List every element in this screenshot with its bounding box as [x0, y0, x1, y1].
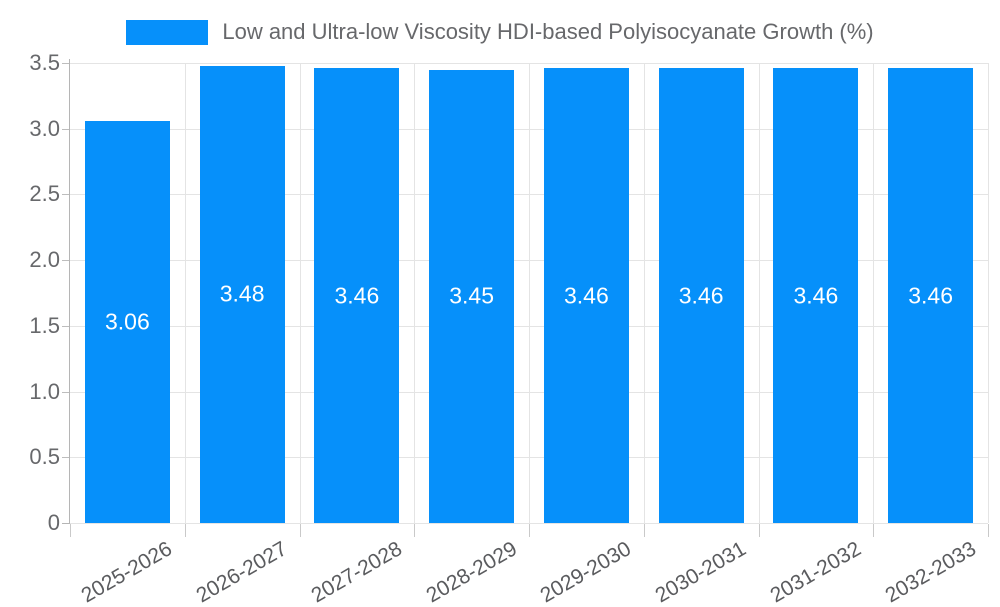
x-axis-tick-mark — [988, 524, 989, 537]
y-axis-tick-label: 3.5 — [29, 50, 60, 75]
bar-value-label: 3.45 — [449, 282, 494, 309]
bar[interactable]: 3.45 — [429, 69, 515, 523]
bar[interactable]: 3.46 — [543, 68, 629, 523]
bar[interactable]: 3.46 — [314, 68, 400, 523]
x-axis-tick-mark — [184, 524, 186, 537]
bar[interactable]: 3.46 — [658, 68, 744, 523]
x-axis-tick-mark — [529, 524, 530, 537]
x-gridline — [299, 63, 301, 523]
x-axis-tick-mark — [873, 524, 875, 537]
x-axis-tick-label: 2031-2032 — [766, 537, 865, 607]
y-axis-tick-label: 0 — [47, 510, 60, 535]
chart-legend: Low and Ultra-low Viscosity HDI-based Po… — [0, 12, 1000, 52]
y-axis-tick-label: 3.0 — [29, 115, 60, 141]
bar-value-label: 3.46 — [334, 282, 380, 309]
y-axis-tick-label: 2.0 — [29, 247, 60, 273]
y-gridline — [70, 523, 988, 524]
y-axis-tick-mark — [62, 457, 70, 459]
y-axis-tick-mark — [62, 128, 70, 130]
bar-value-label: 3.46 — [793, 282, 839, 309]
y-axis-line — [69, 59, 70, 523]
x-axis-tick-mark — [299, 524, 301, 537]
x-gridline — [758, 63, 760, 523]
x-axis-tick-mark — [758, 524, 760, 537]
x-axis-tick-label: 2027-2028 — [307, 537, 406, 607]
x-axis-tick-label: 2028-2029 — [422, 537, 521, 607]
x-gridline — [414, 63, 416, 523]
x-axis-tick-mark — [414, 524, 416, 537]
bar[interactable]: 3.06 — [84, 120, 170, 523]
y-axis-tick-label: 1.0 — [29, 378, 60, 404]
y-axis-tick-mark — [62, 63, 70, 64]
x-axis-tick-label: 2025-2026 — [77, 537, 177, 607]
x-axis-tick-mark — [70, 524, 71, 537]
x-axis-tick-label: 2026-2027 — [192, 537, 292, 607]
bar[interactable]: 3.48 — [199, 65, 285, 523]
bar-value-label: 3.46 — [563, 282, 609, 309]
y-axis-tick-label: 0.5 — [29, 444, 60, 470]
bar-value-label: 3.46 — [678, 282, 724, 309]
y-axis-tick-mark — [62, 325, 70, 327]
x-gridline — [529, 63, 530, 523]
x-axis-tick-label: 2032-2033 — [881, 537, 980, 607]
bar[interactable]: 3.46 — [773, 68, 859, 523]
y-axis-tick-mark — [62, 194, 70, 196]
legend-color-swatch — [126, 19, 209, 45]
y-axis-tick-mark — [62, 260, 70, 262]
x-axis-tick-mark — [643, 524, 645, 537]
bar-value-label: 3.48 — [219, 280, 265, 307]
x-gridline — [988, 63, 989, 523]
x-gridline — [643, 63, 645, 523]
x-gridline — [873, 63, 875, 523]
y-axis-tick-label: 2.5 — [29, 181, 60, 207]
y-axis-tick-mark — [62, 391, 70, 393]
legend-label: Low and Ultra-low Viscosity HDI-based Po… — [222, 19, 874, 44]
x-axis-tick-label: 2029-2030 — [536, 537, 636, 607]
bar-value-label: 3.06 — [104, 308, 150, 335]
x-axis-tick-label: 2030-2031 — [651, 537, 751, 607]
y-axis-tick-label: 1.5 — [29, 312, 60, 338]
y-axis: 0 0.5 1.0 1.5 2.0 2.5 3.0 3.5 — [0, 0, 60, 600]
plot-area: 3.06 3.48 3.46 3.45 3.46 3.46 3.46 3.46 — [70, 63, 989, 524]
x-gridline — [184, 63, 186, 523]
bar-value-label: 3.46 — [908, 282, 953, 309]
bar[interactable]: 3.46 — [888, 68, 974, 523]
